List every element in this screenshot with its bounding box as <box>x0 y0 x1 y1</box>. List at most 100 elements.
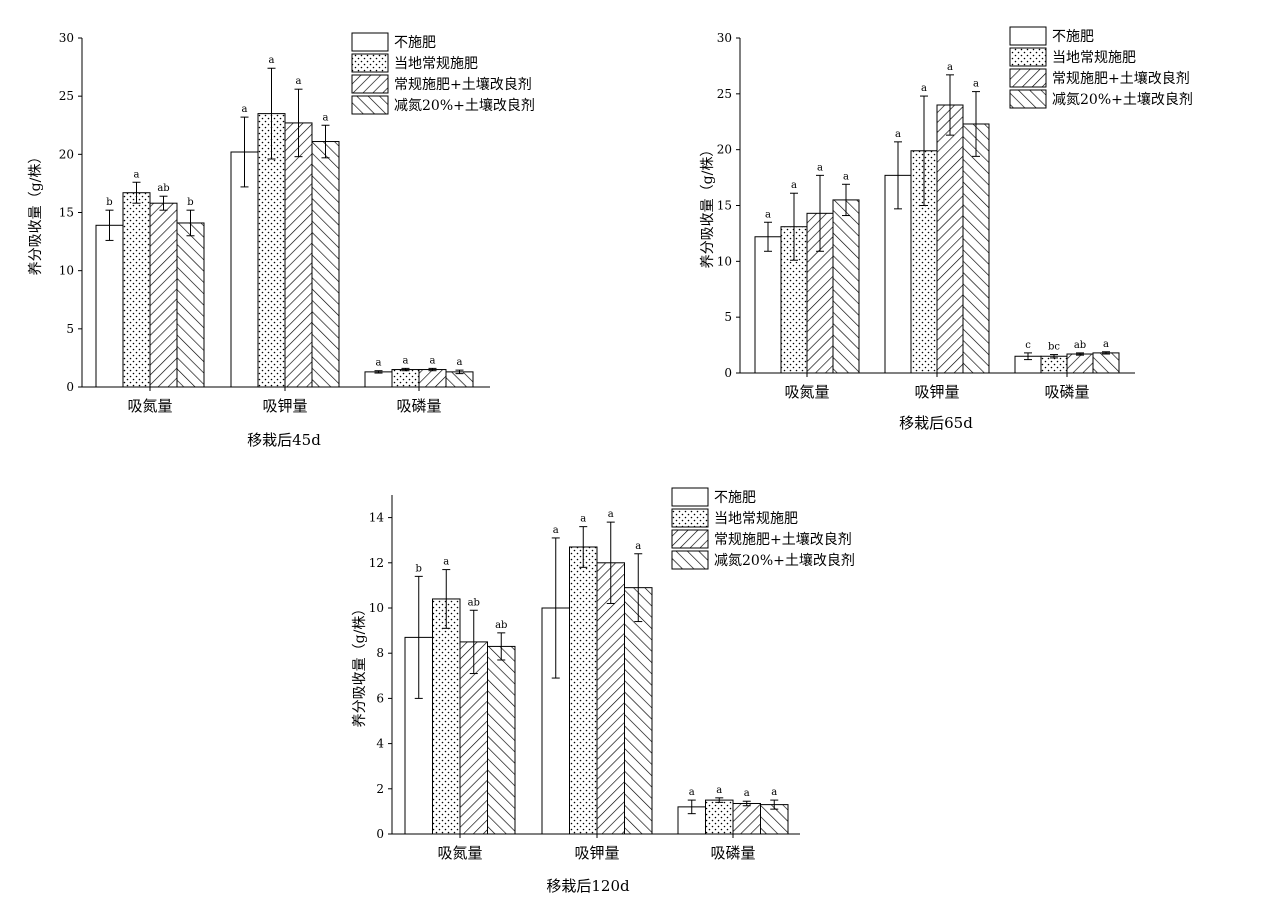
significance-letter: bc <box>1048 342 1060 353</box>
legend-label: 不施肥 <box>714 490 756 506</box>
y-tick-label: 15 <box>59 206 74 220</box>
x-category-label: 吸磷量 <box>396 397 441 415</box>
legend-label: 不施肥 <box>394 35 436 51</box>
legend-label: 减氮20%+土壤改良剂 <box>1052 91 1193 108</box>
bar <box>832 199 860 374</box>
significance-letter: ab <box>495 620 507 631</box>
bar <box>459 641 488 835</box>
legend-swatch <box>671 508 709 528</box>
significance-letter: a <box>689 787 695 798</box>
y-tick-label: 0 <box>376 827 384 841</box>
significance-letter: ab <box>1074 340 1086 351</box>
bar <box>364 371 393 388</box>
legend-label: 当地常规施肥 <box>394 56 478 72</box>
y-tick-label: 30 <box>717 31 732 45</box>
significance-letter: a <box>269 55 275 66</box>
legend-swatch <box>351 95 389 115</box>
legend-swatch <box>1009 26 1047 46</box>
bar <box>445 371 474 388</box>
y-tick-label: 14 <box>369 511 385 525</box>
bar <box>596 562 625 835</box>
y-tick-label: 20 <box>717 143 732 157</box>
y-tick-label: 0 <box>724 366 732 380</box>
bar <box>624 587 653 835</box>
significance-letter: a <box>608 509 614 520</box>
legend-swatch <box>1009 47 1047 67</box>
legend-swatch <box>671 487 709 507</box>
y-tick-label: 8 <box>376 646 384 660</box>
y-tick-label: 5 <box>66 322 74 336</box>
y-tick-label: 30 <box>59 31 74 45</box>
significance-letter: a <box>323 112 329 123</box>
x-category-label: 吸钾量 <box>262 397 307 415</box>
y-axis-label: 养分吸收量（g/株） <box>28 150 44 276</box>
significance-letter: a <box>817 162 823 173</box>
x-category-label: 吸氮量 <box>784 383 829 401</box>
significance-letter: a <box>457 357 463 368</box>
legend-label: 不施肥 <box>1052 29 1094 45</box>
y-tick-label: 2 <box>376 782 384 796</box>
significance-letter: a <box>947 62 953 73</box>
y-tick-label: 4 <box>376 737 384 751</box>
y-tick-label: 25 <box>717 87 732 101</box>
y-tick-label: 25 <box>59 89 74 103</box>
legend-label: 减氮20%+土壤改良剂 <box>714 552 855 569</box>
significance-letter: b <box>416 563 422 574</box>
y-tick-label: 20 <box>59 147 74 161</box>
chart-panel-65d: 0 5 10 15 20 25 30 吸氮量 a a a a 吸钾量 a a a a 吸磷量 c bc ab a 养分吸收量… <box>700 26 1193 432</box>
chart-panel-45d: 0 5 10 15 20 25 30 吸氮量 b a ab b 吸钾量 a a a a 吸磷量 a a a a 养分吸收量（… <box>28 31 535 449</box>
bar <box>432 598 461 835</box>
x-category-label: 吸钾量 <box>574 844 619 862</box>
bar <box>962 123 990 374</box>
significance-letter: a <box>443 557 449 568</box>
significance-letter: b <box>187 197 193 208</box>
y-tick-label: 12 <box>369 556 384 570</box>
significance-letter: a <box>973 79 979 90</box>
significance-letter: a <box>553 525 559 536</box>
bar <box>418 369 447 388</box>
bar <box>1092 352 1120 374</box>
bar <box>569 546 598 835</box>
significance-letter: a <box>843 171 849 182</box>
y-tick-label: 0 <box>66 380 74 394</box>
significance-letter: a <box>580 514 586 525</box>
bar <box>284 122 313 388</box>
significance-letter: a <box>921 83 927 94</box>
bar <box>705 799 734 835</box>
significance-letter: a <box>744 788 750 799</box>
significance-letter: a <box>296 76 302 87</box>
bar <box>95 224 124 388</box>
significance-letter: a <box>403 355 409 366</box>
x-category-label: 吸磷量 <box>710 844 755 862</box>
significance-letter: a <box>765 209 771 220</box>
x-category-label: 吸氮量 <box>127 397 172 415</box>
chart-title: 移栽后120d <box>546 877 630 895</box>
bar <box>122 192 151 388</box>
chart-title: 移栽后45d <box>247 431 321 449</box>
bar <box>487 645 516 835</box>
legend-label: 当地常规施肥 <box>1052 50 1136 66</box>
significance-letter: a <box>635 541 641 552</box>
y-tick-label: 10 <box>369 601 384 615</box>
legend-swatch <box>351 53 389 73</box>
legend-swatch <box>351 32 389 52</box>
legend-label: 常规施肥+土壤改良剂 <box>394 76 532 93</box>
bar <box>936 104 964 374</box>
bar <box>1040 355 1068 374</box>
bar <box>732 802 761 835</box>
bar <box>391 369 420 388</box>
y-tick-label: 10 <box>717 254 732 268</box>
legend-swatch <box>1009 89 1047 109</box>
chart-panel-120d: 0 2 4 6 8 10 12 14 吸氮量 b a ab ab 吸钾量 a a a a 吸磷量 a a a a 养分吸收量（… <box>352 487 855 895</box>
legend-label: 当地常规施肥 <box>714 511 798 527</box>
bar <box>1066 353 1094 374</box>
x-category-label: 吸钾量 <box>914 383 959 401</box>
significance-letter: a <box>716 785 722 796</box>
x-category-label: 吸磷量 <box>1044 383 1089 401</box>
bar <box>311 141 340 388</box>
significance-letter: a <box>895 129 901 140</box>
bar <box>754 236 782 374</box>
bar <box>230 151 259 388</box>
